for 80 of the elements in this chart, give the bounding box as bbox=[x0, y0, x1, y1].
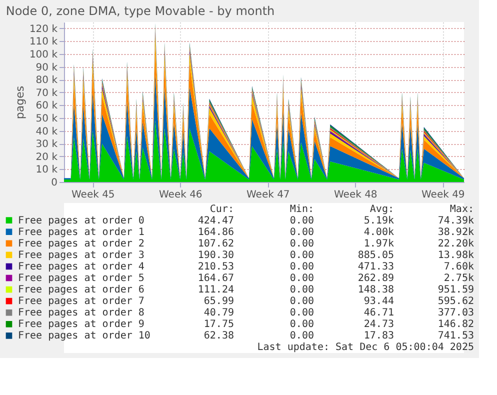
text: 164.67 bbox=[198, 273, 234, 284]
text: 111.24 bbox=[198, 284, 234, 296]
legend-label: Free pages at order 5 bbox=[18, 273, 144, 284]
text: 0.00 bbox=[290, 284, 314, 296]
text: 595.62 bbox=[438, 296, 474, 308]
legend-label: Free pages at order 0 bbox=[18, 215, 144, 226]
text: Min: bbox=[290, 204, 314, 215]
text: 0.00 bbox=[290, 226, 314, 238]
text: 40.79 bbox=[204, 308, 234, 319]
text: 377.03 bbox=[438, 308, 474, 319]
y-tick-label: 90 k bbox=[36, 62, 58, 74]
legend-label: Free pages at order 2 bbox=[18, 238, 144, 250]
text: 190.30 bbox=[198, 250, 234, 261]
text: 7.60k bbox=[444, 261, 474, 272]
y-tick-label: 60 k bbox=[36, 100, 58, 112]
text: Max: bbox=[450, 204, 474, 215]
y-tick-label: 30 k bbox=[36, 139, 58, 150]
y-tick-label: 50 k bbox=[36, 114, 58, 124]
text: 0.00 bbox=[290, 261, 314, 272]
text: 0.00 bbox=[290, 308, 314, 319]
text: Last update: Sat Dec 6 05:00:04 2025 bbox=[257, 342, 474, 354]
text: 0.00 bbox=[290, 273, 314, 284]
text: 93.44 bbox=[364, 296, 394, 308]
text: 1.97k bbox=[364, 238, 394, 250]
y-tick-label: 120 k bbox=[29, 24, 58, 35]
y-tick-label: 70 k bbox=[36, 88, 58, 99]
text: 22.20k bbox=[438, 238, 474, 250]
legend-label: Free pages at order 9 bbox=[18, 319, 144, 330]
text: 262.89 bbox=[358, 273, 394, 284]
text: 885.05 bbox=[358, 250, 394, 261]
text: 38.92k bbox=[438, 226, 474, 238]
text: 46.71 bbox=[364, 308, 394, 319]
x-tick-label: Week 47 bbox=[246, 190, 290, 200]
legend-label: Free pages at order 6 bbox=[18, 284, 144, 296]
text: 0.00 bbox=[290, 215, 314, 226]
x-tick-label: Week 48 bbox=[334, 190, 378, 200]
legend-label: Free pages at order 3 bbox=[18, 250, 144, 261]
text: 65.99 bbox=[204, 296, 234, 308]
x-tick-label: Week 45 bbox=[71, 190, 115, 200]
text: 0.00 bbox=[290, 330, 314, 342]
text: 5.19k bbox=[364, 215, 394, 226]
legend-label: Free pages at order 10 bbox=[18, 330, 150, 342]
legend-label: Free pages at order 7 bbox=[18, 296, 144, 308]
text: 0.00 bbox=[290, 250, 314, 261]
legend-label: Free pages at order 1 bbox=[18, 226, 144, 238]
text: 741.53 bbox=[438, 330, 474, 342]
text: 164.86 bbox=[198, 226, 234, 238]
text: 107.62 bbox=[198, 238, 234, 250]
text: 2.75k bbox=[444, 273, 474, 284]
text: Avg: bbox=[370, 204, 394, 215]
y-tick-label: 0 bbox=[51, 178, 58, 188]
text: 951.59 bbox=[438, 284, 474, 296]
text: 0.00 bbox=[290, 238, 314, 250]
text: 17.83 bbox=[364, 330, 394, 342]
chart-title: Node 0, zone DMA, type Movable - by month bbox=[6, 4, 275, 18]
text: 146.82 bbox=[438, 319, 474, 330]
text: 0.00 bbox=[290, 296, 314, 308]
text: 13.98k bbox=[438, 250, 474, 261]
text: Cur: bbox=[210, 204, 234, 215]
x-tick-label: Week 49 bbox=[421, 190, 465, 200]
text: 24.73 bbox=[364, 319, 394, 330]
text: 148.38 bbox=[358, 284, 394, 296]
text: 0.00 bbox=[290, 319, 314, 330]
y-tick-label: 10 k bbox=[36, 164, 58, 176]
text: 471.33 bbox=[358, 261, 394, 272]
y-tick-label: 40 k bbox=[36, 126, 58, 138]
y-tick-label: 80 k bbox=[36, 75, 58, 86]
y-tick-label: 100 k bbox=[29, 50, 58, 60]
legend-label: Free pages at order 8 bbox=[18, 308, 144, 319]
y-axis-title: pages bbox=[13, 86, 26, 120]
text: 4.00k bbox=[364, 226, 394, 238]
text: 74.39k bbox=[438, 215, 474, 226]
text: 210.53 bbox=[198, 261, 234, 272]
text: 62.38 bbox=[204, 330, 234, 342]
legend-label: Free pages at order 4 bbox=[18, 261, 144, 272]
text: 17.75 bbox=[204, 319, 234, 330]
y-tick-label: 110 k bbox=[29, 36, 58, 48]
y-tick-label: 20 k bbox=[36, 152, 58, 163]
text: 424.47 bbox=[198, 215, 234, 226]
x-tick-label: Week 46 bbox=[158, 190, 202, 200]
